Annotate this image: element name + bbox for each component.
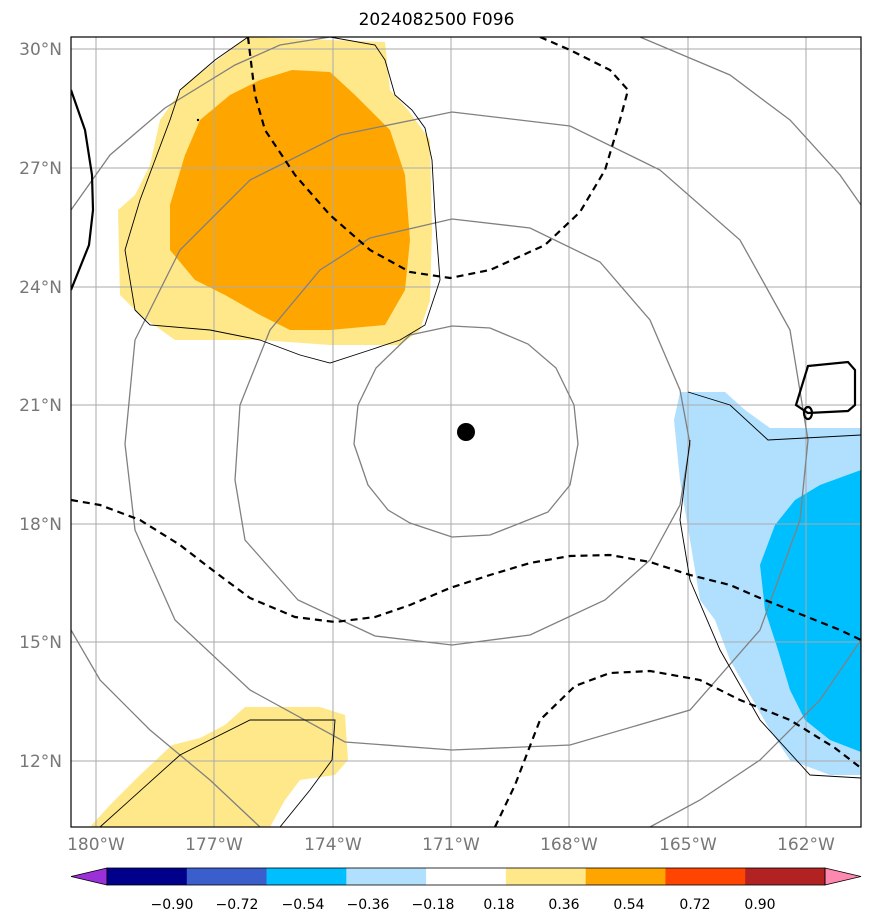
- colorbar-tick-label: −0.54: [282, 897, 325, 913]
- colorbar-min-extension: [70, 867, 108, 886]
- lat-label: 27°N: [19, 159, 62, 179]
- colorbar-tick-label: −0.90: [151, 897, 194, 913]
- colorbar-tick-label: 0.36: [548, 897, 579, 913]
- lat-label: 21°N: [19, 396, 62, 416]
- longitude-labels: 180°W 177°W 174°W 171°W 168°W 165°W 162°…: [67, 835, 835, 855]
- colorbar-segment: [665, 868, 746, 885]
- colorbar-segment: [505, 868, 587, 885]
- colorbar-segment: [266, 868, 347, 885]
- colorbar-labels: −0.90 −0.72 −0.54 −0.36 −0.18 0.18 0.36 …: [151, 897, 776, 913]
- colorbar-tick-label: 0.90: [744, 897, 775, 913]
- colorbar-segment: [426, 868, 507, 885]
- dashed-contours: [71, 37, 861, 827]
- colorbar-segment: [745, 868, 826, 885]
- map-content: [71, 37, 861, 827]
- colorbar-frame: [106, 867, 826, 886]
- colorbar-tick-label: 0.54: [613, 897, 644, 913]
- lon-label: 180°W: [67, 835, 125, 855]
- colorbar-tick-label: −0.72: [216, 897, 259, 913]
- colorbar-segment: [585, 868, 666, 885]
- lon-label: 171°W: [422, 835, 480, 855]
- colorbar-segment: [186, 868, 268, 885]
- colorbar-tick-label: 0.72: [679, 897, 710, 913]
- lat-label: 12°N: [19, 752, 62, 772]
- colorbar-segment: [346, 868, 427, 885]
- colorbar-tick-label: −0.18: [412, 897, 455, 913]
- orange-region-north: [170, 70, 410, 330]
- thick-black-contours: [71, 89, 857, 421]
- blue-region-east: [760, 470, 861, 752]
- lat-label: 18°N: [19, 515, 62, 535]
- lon-label: 177°W: [185, 835, 243, 855]
- lon-label: 162°W: [777, 835, 835, 855]
- gridlines: [71, 37, 861, 827]
- small-dot: [196, 118, 200, 122]
- colorbar-segment: [107, 868, 188, 885]
- map-title: 2024082500 F096: [358, 10, 515, 30]
- colorbar-tick-label: −0.36: [347, 897, 390, 913]
- lon-label: 168°W: [540, 835, 598, 855]
- lon-label: 174°W: [304, 835, 362, 855]
- thin-black-contours: [99, 37, 861, 827]
- storm-center-marker: [457, 423, 475, 441]
- lat-label: 24°N: [19, 278, 62, 298]
- light-yellow-region-south: [90, 707, 348, 827]
- lat-label: 30°N: [19, 40, 62, 60]
- map-frame: [70, 36, 862, 828]
- colorbar-tick-label: 0.18: [483, 897, 514, 913]
- lat-label: 15°N: [19, 633, 62, 653]
- latitude-labels: 30°N 27°N 24°N 21°N 18°N 15°N 12°N: [19, 40, 62, 772]
- lon-label: 165°W: [659, 835, 717, 855]
- colorbar: [70, 867, 862, 886]
- gray-contours: [71, 37, 861, 827]
- colorbar-max-extension: [824, 867, 862, 886]
